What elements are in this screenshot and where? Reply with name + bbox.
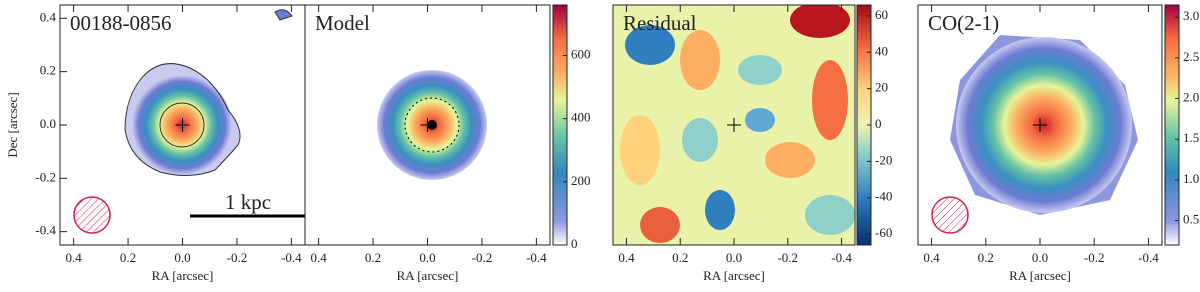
x-tick-label: 0.2 xyxy=(120,250,136,265)
x-tick-label: 0.4 xyxy=(310,250,327,265)
x-tick-label: -0.4 xyxy=(526,250,547,265)
colorbar xyxy=(1164,4,1180,246)
colorbar-tick-label: -20 xyxy=(875,152,892,167)
image xyxy=(931,35,1138,234)
scale-bar-label: 1 kpc xyxy=(225,190,271,214)
y-tick-label: 0.4 xyxy=(40,9,57,24)
colorbar-tick-label: 2.5 xyxy=(1183,49,1199,64)
colorbar-tick-label: 0 xyxy=(875,116,882,131)
y-tick-label: -0.4 xyxy=(35,223,56,238)
colorbar-tick-label: 0 xyxy=(571,236,578,251)
colorbar-tick-label: 2.0 xyxy=(1183,90,1199,105)
panel-title: Model xyxy=(315,11,370,35)
colorbar-tick-label: 60 xyxy=(875,7,888,22)
colorbar-tick-label: 0.5 xyxy=(1183,212,1199,227)
x-tick-label: 0.2 xyxy=(978,250,994,265)
x-tick-label: 0.4 xyxy=(923,250,940,265)
colorbar-tick-label: -40 xyxy=(875,189,892,204)
x-axis-label: RA [arcsec] xyxy=(152,268,214,283)
x-tick-label: 0.4 xyxy=(618,250,635,265)
x-tick-label: -0.2 xyxy=(227,250,248,265)
x-tick-label: 0.0 xyxy=(419,250,435,265)
colorbar-tick-label: -60 xyxy=(875,225,892,240)
x-tick-label: 0.0 xyxy=(174,250,190,265)
y-axis-label: Dec [arcsec] xyxy=(5,92,20,157)
x-axis-label: RA [arcsec] xyxy=(397,268,459,283)
y-tick-label: 0.2 xyxy=(40,63,56,78)
colorbar-tick-label: 400 xyxy=(571,110,591,125)
panel-title: CO(2-1) xyxy=(928,11,999,35)
x-tick-label: 0.2 xyxy=(672,250,688,265)
x-axis-label: RA [arcsec] xyxy=(703,268,765,283)
x-tick-label: -0.4 xyxy=(831,250,852,265)
x-tick-label: 0.4 xyxy=(65,250,82,265)
x-tick-label: -0.4 xyxy=(281,250,302,265)
x-tick-label: -0.4 xyxy=(1138,250,1159,265)
x-tick-label: -0.2 xyxy=(777,250,798,265)
colorbar-tick-label: 200 xyxy=(571,173,591,188)
x-tick-label: -0.2 xyxy=(1084,250,1105,265)
colorbar-tick-label: 40 xyxy=(875,43,888,58)
x-tick-label: 0.2 xyxy=(365,250,381,265)
panel-title: Residual xyxy=(623,11,697,35)
panel-title: 00188-0856 xyxy=(70,11,172,35)
x-axis-label: RA [arcsec] xyxy=(1009,268,1071,283)
colorbar-tick-label: 20 xyxy=(875,80,888,95)
colorbar-tick-label: 1.0 xyxy=(1183,171,1199,186)
colorbar-tick-label: 1.5 xyxy=(1183,130,1199,145)
colorbar-tick-label: 3.0 xyxy=(1183,8,1199,23)
colorbar xyxy=(552,4,568,246)
x-tick-label: 0.0 xyxy=(726,250,742,265)
y-tick-label: 0.0 xyxy=(40,116,56,131)
x-tick-label: 0.0 xyxy=(1032,250,1048,265)
y-tick-label: -0.2 xyxy=(35,169,56,184)
colorbar-tick-label: 600 xyxy=(571,47,591,62)
x-tick-label: -0.2 xyxy=(472,250,493,265)
